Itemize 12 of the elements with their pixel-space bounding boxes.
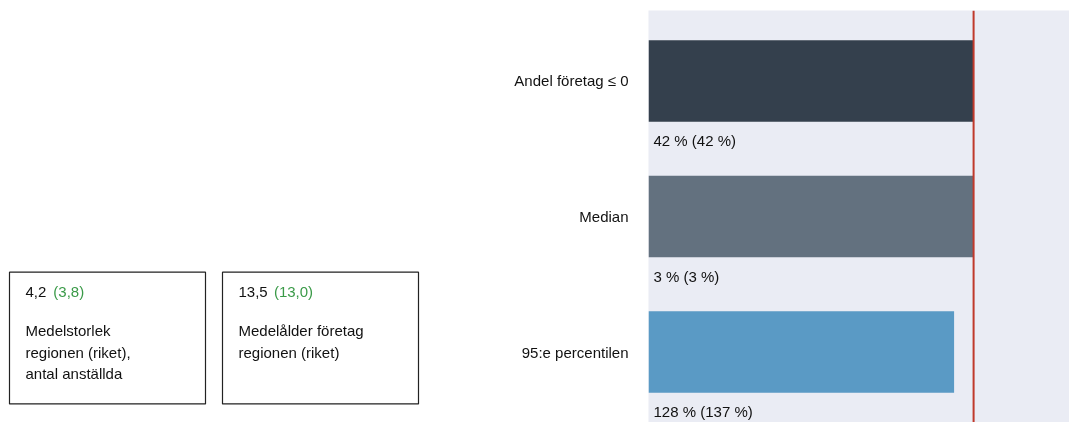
annotation: 42 % (42 %) <box>653 132 737 150</box>
y-tick-label: Andel företag ≤ 0 <box>514 72 629 90</box>
y-tick-label: Median <box>579 208 629 225</box>
text: (13,0) <box>273 283 314 301</box>
text: Medelstorlek regionen (riket), antal anställda <box>25 322 131 383</box>
annotation: 128 % (137 %) <box>653 403 753 421</box>
y-tick-label: 95:e percentilen <box>521 343 629 361</box>
annotation: 3 % (3 %) <box>653 267 720 285</box>
text: 4,2 <box>25 282 47 300</box>
text: (3,8) <box>53 283 85 301</box>
text: Medelålder företag regionen (riket) <box>238 322 364 361</box>
text: 13,5 <box>238 282 268 300</box>
